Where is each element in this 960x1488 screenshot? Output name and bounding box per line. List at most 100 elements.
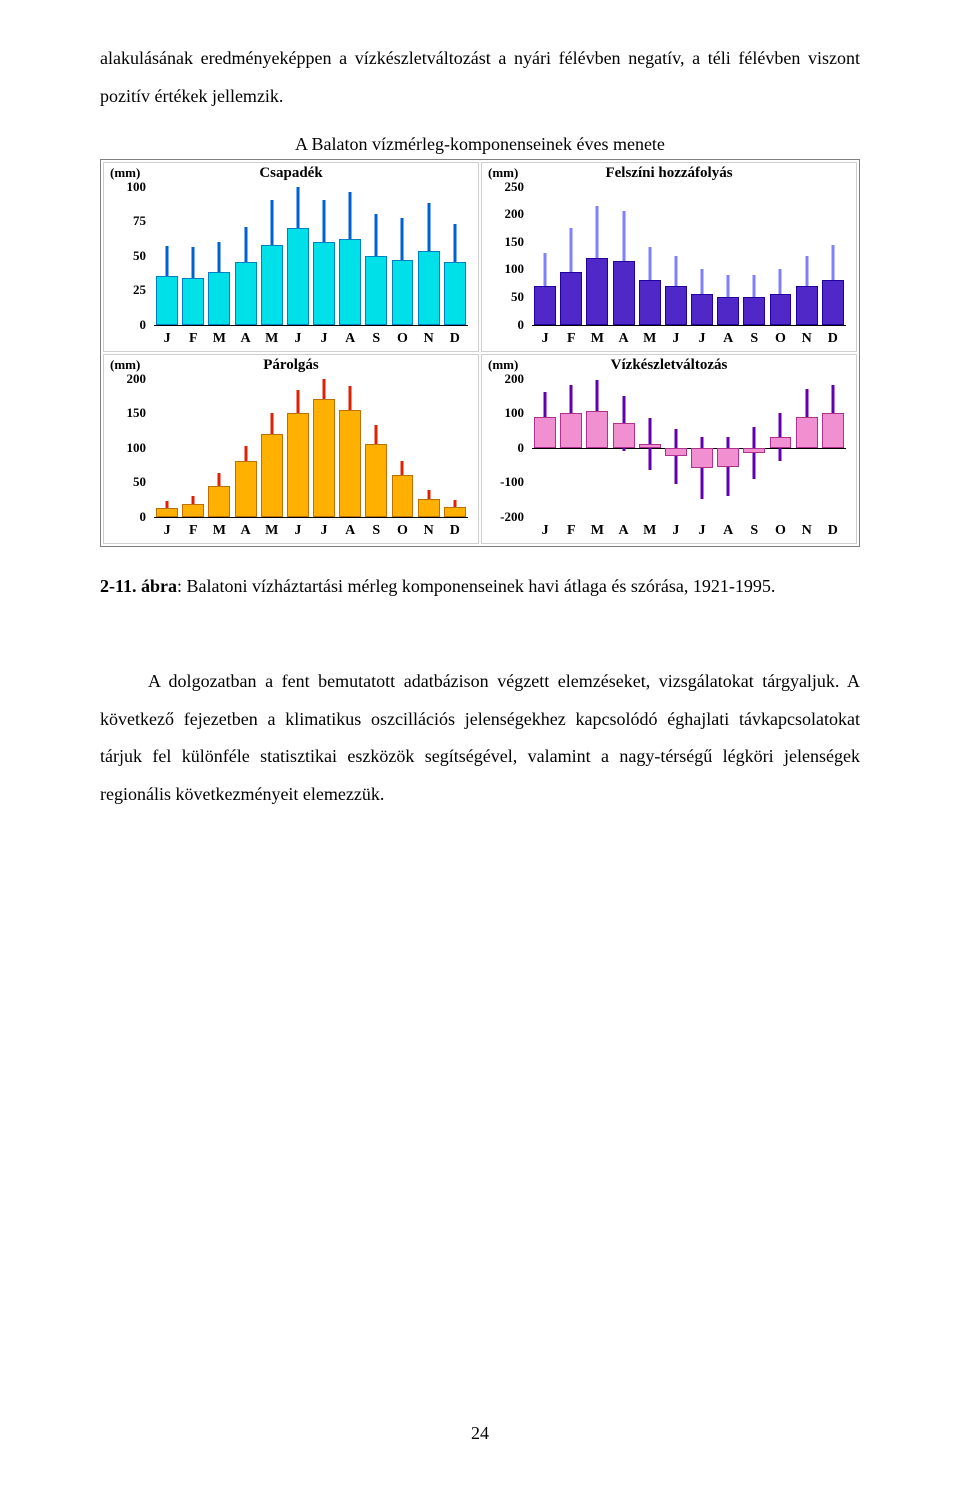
- x-tick: F: [186, 331, 200, 347]
- bar: [235, 461, 257, 516]
- bar: [613, 261, 635, 324]
- subplot-title: Párolgás: [263, 357, 319, 374]
- x-tick: O: [773, 331, 787, 347]
- bar-slot: [613, 379, 635, 517]
- x-tick: F: [564, 331, 578, 347]
- bar: [365, 256, 387, 325]
- bar: [586, 258, 608, 324]
- bar-slot: [156, 379, 178, 517]
- bar: [365, 444, 387, 516]
- x-tick: F: [186, 523, 200, 539]
- bar-slot: [365, 187, 387, 325]
- chart-area: [154, 187, 468, 325]
- caption-label: 2-11. ábra: [100, 576, 177, 596]
- subplot-csapadek: Csapadék(mm)0255075100JFMAMJJASOND: [103, 162, 479, 352]
- x-tick: D: [448, 523, 462, 539]
- bar-slot: [287, 379, 309, 517]
- bar: [822, 280, 844, 324]
- bar-slot: [444, 187, 466, 325]
- figure-grid: Csapadék(mm)0255075100JFMAMJJASOND Felsz…: [103, 162, 857, 544]
- bar-slot: [235, 187, 257, 325]
- bar-slot: [796, 379, 818, 517]
- bar: [639, 444, 661, 447]
- bar-slot: [560, 187, 582, 325]
- bar: [313, 399, 335, 516]
- bar: [665, 448, 687, 457]
- y-tick: -100: [500, 474, 524, 490]
- bar-slot: [743, 379, 765, 517]
- bar-slot: [717, 187, 739, 325]
- y-tick: -200: [500, 509, 524, 525]
- x-tick: D: [826, 331, 840, 347]
- y-axis: 0255075100: [104, 187, 150, 325]
- x-tick: J: [695, 331, 709, 347]
- error-bar: [701, 437, 704, 499]
- bar: [691, 448, 713, 469]
- y-axis: 050100150200250: [482, 187, 528, 325]
- x-tick: A: [721, 331, 735, 347]
- bar-slot: [822, 187, 844, 325]
- bar-slot: [418, 379, 440, 517]
- x-tick: M: [212, 331, 226, 347]
- subplot-vizkeszlet: Vízkészletváltozás(mm)-200-1000100200JFM…: [481, 354, 857, 544]
- bar: [339, 239, 361, 325]
- y-tick: 0: [140, 509, 147, 525]
- bar: [743, 448, 765, 453]
- bar: [287, 413, 309, 517]
- bar: [639, 280, 661, 324]
- x-tick: J: [669, 331, 683, 347]
- bar: [313, 242, 335, 325]
- x-tick: J: [538, 331, 552, 347]
- bar-slot: [392, 187, 414, 325]
- bar: [261, 434, 283, 517]
- x-tick: M: [590, 523, 604, 539]
- bar-slot: [770, 379, 792, 517]
- bar-slot: [182, 187, 204, 325]
- x-tick: M: [265, 331, 279, 347]
- x-tick: J: [669, 523, 683, 539]
- x-tick: D: [448, 331, 462, 347]
- bar-slot: [208, 379, 230, 517]
- bar-slot: [743, 187, 765, 325]
- bar-slot: [560, 379, 582, 517]
- bar: [418, 251, 440, 324]
- x-tick: M: [212, 523, 226, 539]
- bar-slot: [235, 379, 257, 517]
- page-number: 24: [471, 1423, 489, 1444]
- bar-slot: [770, 187, 792, 325]
- bar-slot: [639, 379, 661, 517]
- bar: [287, 228, 309, 325]
- bar-slot: [339, 187, 361, 325]
- x-tick: A: [239, 523, 253, 539]
- bar: [156, 276, 178, 324]
- bar: [182, 504, 204, 516]
- bar: [796, 286, 818, 325]
- x-tick: J: [538, 523, 552, 539]
- bar: [717, 448, 739, 467]
- bar: [822, 413, 844, 448]
- y-axis: -200-1000100200: [482, 379, 528, 517]
- x-axis: JFMAMJJASOND: [532, 331, 846, 347]
- axis-baseline: [532, 325, 846, 327]
- y-tick: 200: [127, 371, 147, 387]
- y-tick: 0: [518, 317, 525, 333]
- bar-slot: [665, 187, 687, 325]
- bar: [339, 410, 361, 517]
- x-tick: A: [617, 331, 631, 347]
- subplot-parolgas: Párolgás(mm)050100150200JFMAMJJASOND: [103, 354, 479, 544]
- y-tick: 100: [505, 405, 525, 421]
- x-tick: N: [422, 523, 436, 539]
- bar-slot: [691, 187, 713, 325]
- x-tick: O: [773, 523, 787, 539]
- x-tick: N: [800, 523, 814, 539]
- x-tick: M: [643, 523, 657, 539]
- x-axis: JFMAMJJASOND: [532, 523, 846, 539]
- x-tick: J: [317, 523, 331, 539]
- figure-caption: 2-11. ábra: Balatoni vízháztartási mérle…: [100, 569, 860, 603]
- x-tick: J: [160, 331, 174, 347]
- y-tick: 25: [133, 282, 146, 298]
- bar-slot: [796, 187, 818, 325]
- x-tick: A: [343, 523, 357, 539]
- bar: [235, 262, 257, 324]
- y-tick: 100: [505, 261, 525, 277]
